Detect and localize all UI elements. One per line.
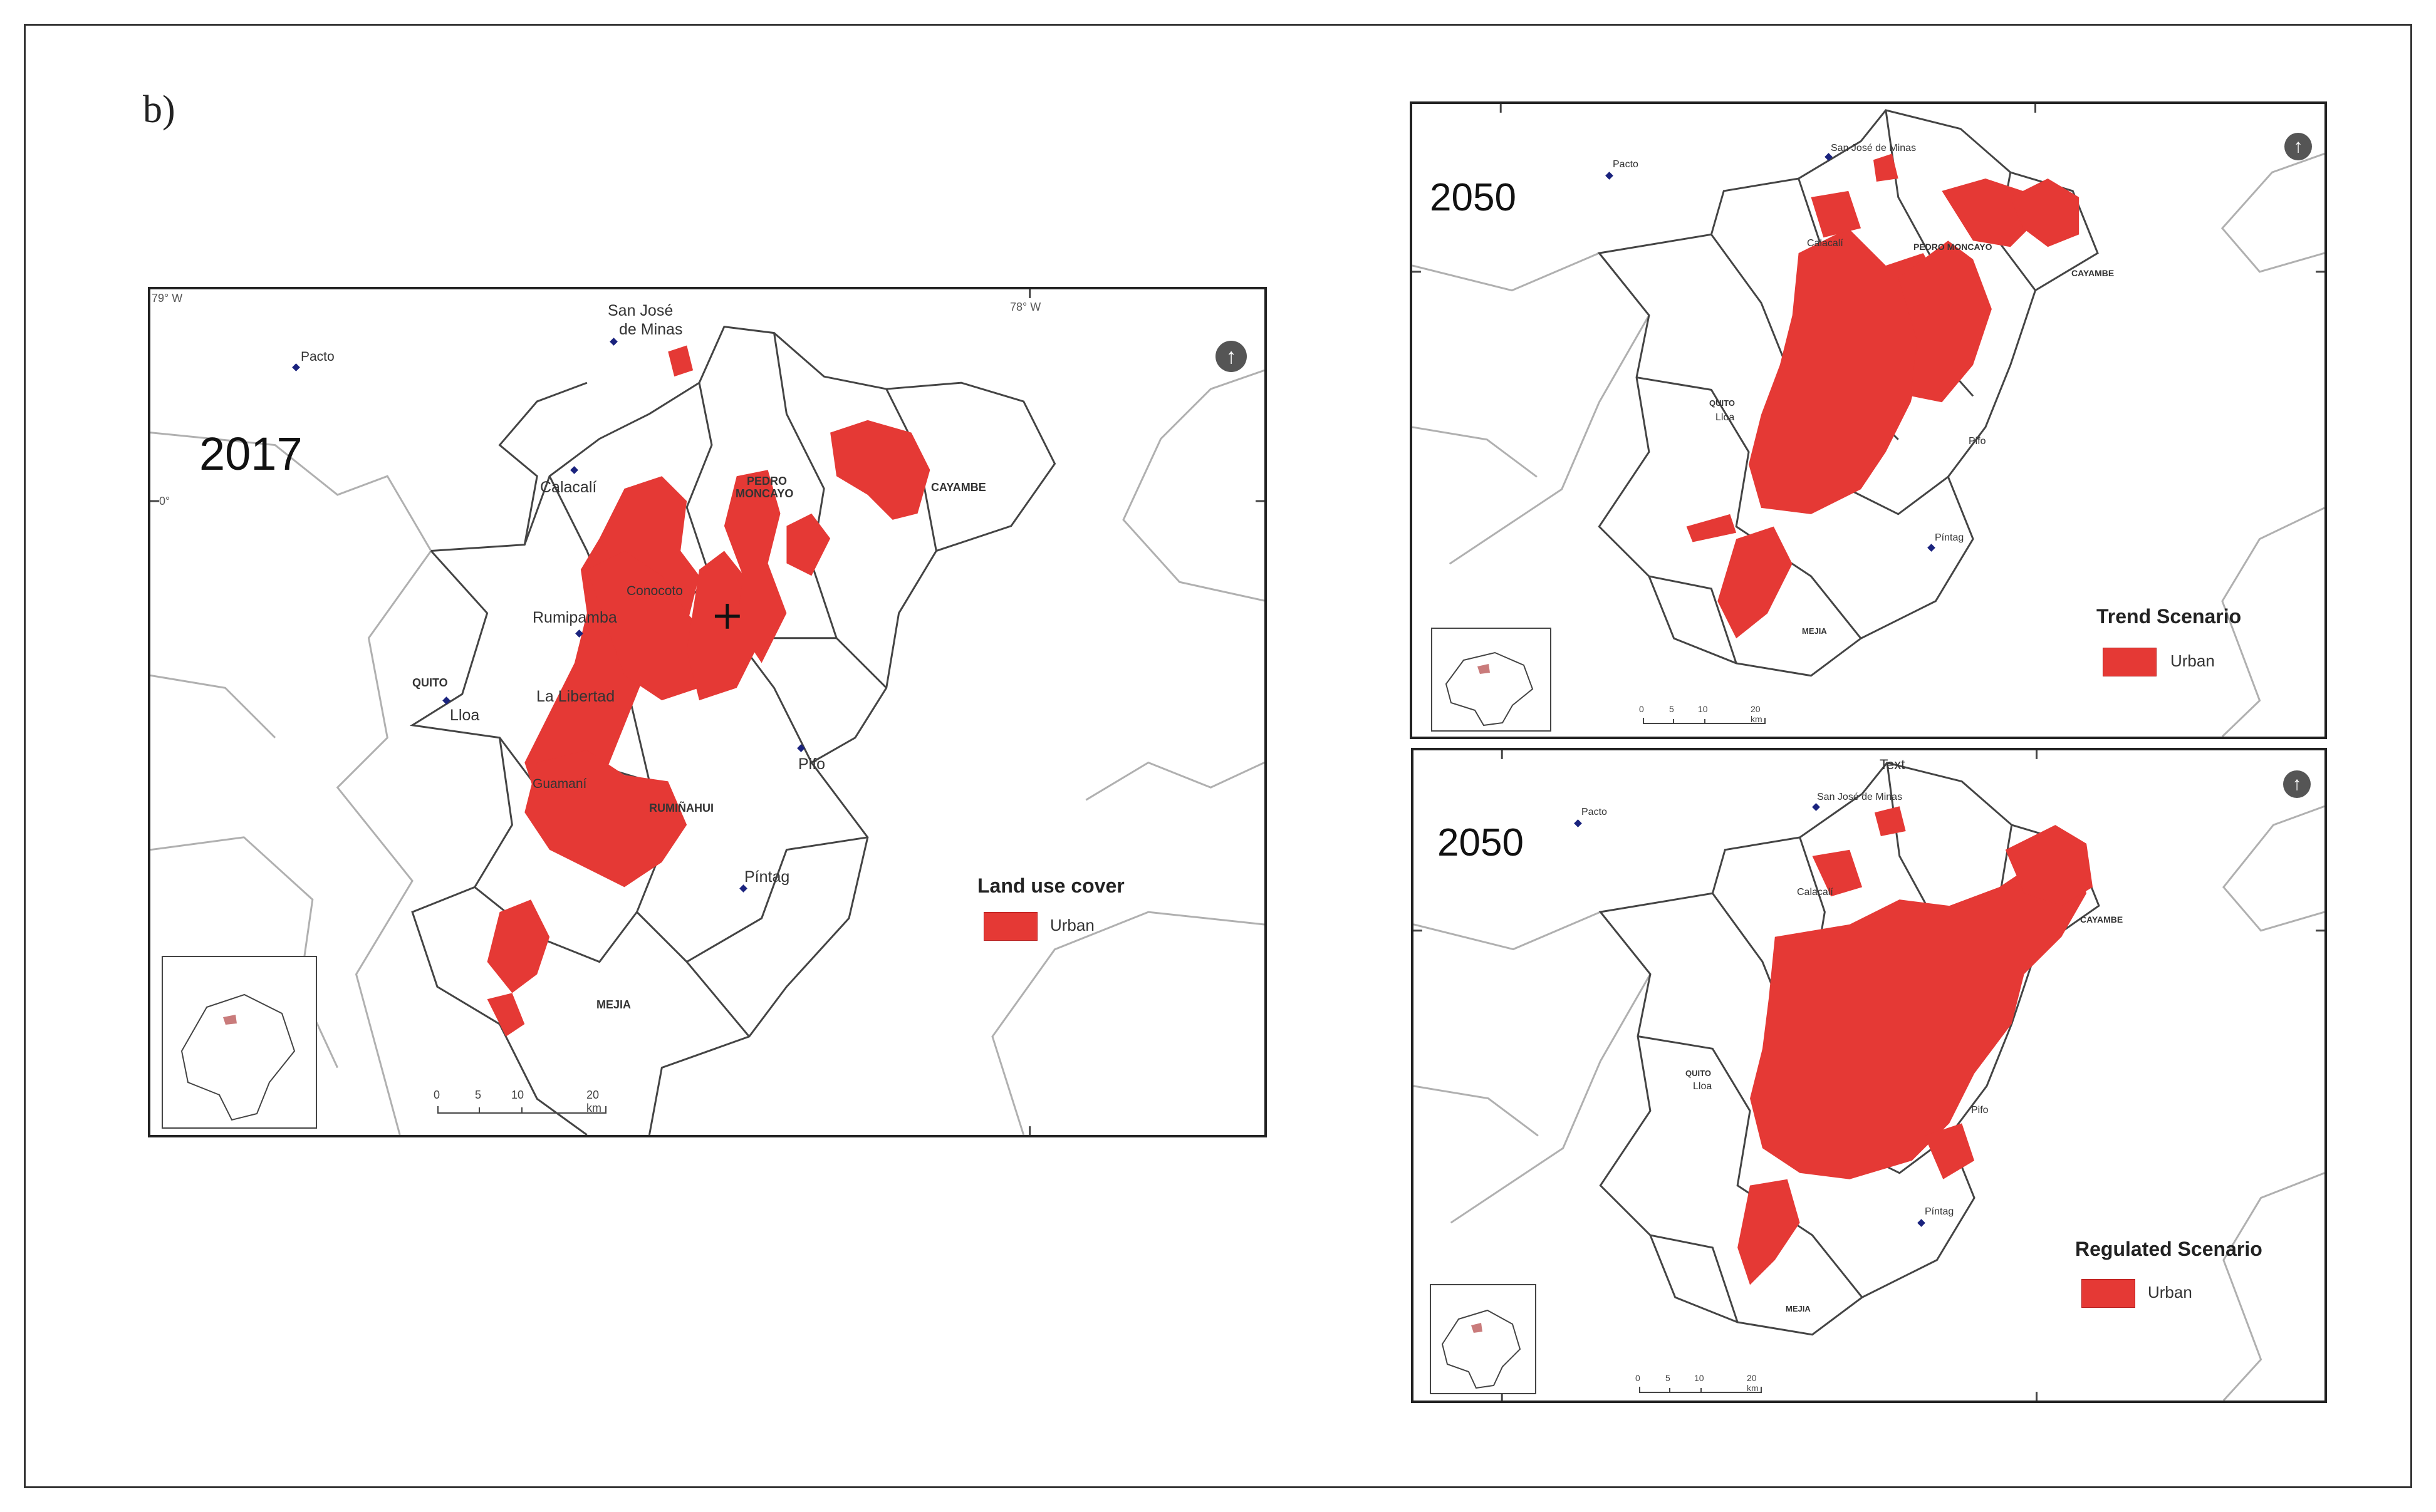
place-pacto: Pacto <box>1581 807 1607 817</box>
urban-cover-trend <box>1686 153 2079 639</box>
place-la-libertad: La Libertad <box>536 688 615 705</box>
place-pifo: Pifo <box>1971 1105 1989 1116</box>
scale-label: 10 <box>511 1089 524 1101</box>
scale-label: 5 <box>475 1089 482 1101</box>
north-arrow-icon: ↑ <box>2284 133 2312 160</box>
place-guamani: Guamaní <box>533 777 587 791</box>
place-lloa: Lloa <box>450 707 480 724</box>
place-cayambe: CAYAMBE <box>931 481 986 494</box>
north-arrow-icon: ↑ <box>2283 770 2311 798</box>
scale-bar: 0 5 10 20 km <box>1635 1373 1762 1393</box>
map-2017-canvas <box>150 289 1264 1135</box>
map-2050-regulated: Text 2050 ↑ Pacto San José de Minas Cala… <box>1411 748 2327 1403</box>
place-pintag: Píntag <box>1935 532 1964 543</box>
place-moncayo: MONCAYO <box>736 487 794 500</box>
legend-urban-swatch <box>2081 1279 2135 1308</box>
legend-urban-label: Urban <box>2170 651 2215 670</box>
scale-label: 0 <box>434 1089 440 1101</box>
airport-icon <box>714 604 740 629</box>
place-pifo: Pifo <box>798 755 826 773</box>
legend-title: Trend Scenario <box>2096 605 2242 628</box>
north-arrow-icon: ↑ <box>1215 341 1247 372</box>
scale-bar: 0 5 10 20 km <box>434 1089 606 1114</box>
legend-urban-label: Urban <box>2148 1283 2192 1302</box>
place-san-jose: San José de Minas <box>1831 143 1917 153</box>
place-rumiñahui: RUMIÑAHUI <box>649 802 714 814</box>
place-lloa: Lloa <box>1715 412 1735 423</box>
place-calacali: Calacalí <box>540 479 597 496</box>
coord-top-mid: 78° W <box>1010 301 1041 313</box>
scale-label: 0 <box>1639 704 1644 714</box>
place-san-jose: San José <box>608 302 674 319</box>
coord-left-mid: 0° <box>159 495 170 507</box>
scale-label: 10 <box>1698 704 1708 714</box>
place-pedro: PEDRO MONCAYO <box>1913 242 1992 252</box>
place-lloa: Lloa <box>1693 1081 1712 1092</box>
place-pacto: Pacto <box>1613 159 1638 170</box>
map-year: 2050 <box>1430 176 1516 219</box>
map-year: 2017 <box>199 428 303 480</box>
inset-map <box>1431 628 1551 732</box>
scale-label: 20 km <box>586 1089 601 1114</box>
legend-urban-swatch <box>984 912 1038 941</box>
place-pifo: Pifo <box>1969 436 1986 447</box>
map-2050-trend: 2050 ↑ Pacto San José de Minas Calacalí … <box>1410 101 2327 739</box>
map-text-label: Text <box>1880 757 1905 772</box>
figure-frame <box>24 24 2412 1488</box>
panel-label: b) <box>143 88 175 131</box>
place-pintag: Píntag <box>744 868 790 886</box>
scale-label: 20 km <box>1747 1373 1759 1393</box>
place-mejia: MEJIA <box>1802 626 1827 636</box>
scale-label: 5 <box>1669 704 1674 714</box>
legend-title: Land use cover <box>977 874 1125 897</box>
coord-top-left: 79° W <box>152 292 183 304</box>
place-quito: QUITO <box>1685 1069 1711 1078</box>
inset-map <box>1430 1284 1536 1394</box>
map-year: 2050 <box>1437 821 1524 864</box>
map-2017: 79° W 78° W 0° 2017 ↑ Pacto San José de … <box>148 287 1267 1137</box>
place-calacali: Calacalí <box>1807 238 1843 249</box>
place-cayambe: CAYAMBE <box>2080 914 2123 924</box>
place-quito: QUITO <box>1709 398 1735 408</box>
urban-cover-regulated <box>1737 806 2093 1285</box>
place-san-jose: San José de Minas <box>1817 792 1903 802</box>
map-trend-canvas <box>1412 104 2324 737</box>
inset-map <box>162 956 317 1129</box>
legend-urban-swatch <box>2103 648 2157 676</box>
place-pintag: Píntag <box>1925 1206 1954 1217</box>
scale-label: 20 km <box>1751 704 1762 724</box>
place-de-minas: de Minas <box>619 321 683 338</box>
map-regulated-canvas <box>1413 750 2324 1401</box>
legend-urban-label: Urban <box>1050 916 1095 935</box>
place-cayambe: CAYAMBE <box>2071 268 2115 278</box>
place-pedro: PEDRO <box>747 475 788 487</box>
scale-label: 10 <box>1694 1373 1704 1383</box>
place-pacto: Pacto <box>301 350 335 364</box>
place-conocoto: Conocoto <box>627 584 683 598</box>
place-mejia: MEJIA <box>596 998 632 1011</box>
scale-label: 5 <box>1665 1373 1670 1383</box>
place-calacali: Calacalí <box>1797 887 1833 898</box>
place-quito: QUITO <box>412 676 448 689</box>
scale-label: 0 <box>1635 1373 1640 1383</box>
place-rumipamba: Rumipamba <box>533 609 617 626</box>
urban-cover-2017 <box>487 345 930 1037</box>
scale-bar: 0 5 10 20 km <box>1639 704 1766 724</box>
place-mejia: MEJIA <box>1786 1304 1811 1313</box>
legend-title: Regulated Scenario <box>2075 1238 2262 1260</box>
